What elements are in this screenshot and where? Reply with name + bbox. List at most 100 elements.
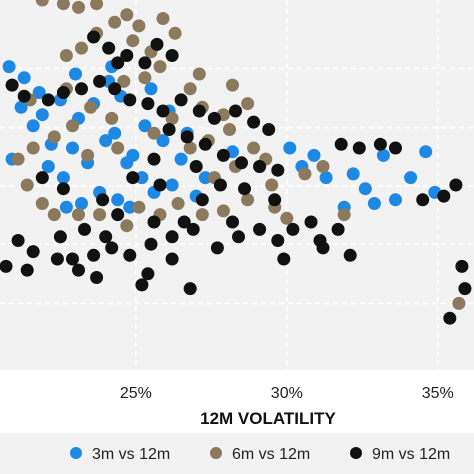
data-point-s1-51 (337, 208, 351, 222)
data-point-s1-8 (168, 26, 182, 40)
data-point-s2-9 (41, 93, 55, 107)
data-point-s1-21 (223, 123, 236, 136)
data-point-s2-39 (443, 311, 457, 325)
data-point-s1-48 (265, 178, 279, 192)
data-point-s2-85 (316, 241, 330, 255)
data-point-s2-75 (238, 182, 251, 196)
data-point-s2-29 (271, 163, 285, 177)
data-point-s1-14 (153, 60, 167, 74)
data-point-s0-36 (358, 182, 372, 196)
data-point-s2-78 (177, 215, 191, 229)
legend: 3m vs 12m 6m vs 12m 9m vs 12m (70, 446, 450, 463)
data-point-s0-47 (35, 108, 49, 122)
data-point-s2-57 (11, 234, 25, 247)
data-point-s1-10 (75, 41, 88, 55)
data-point-s1-20 (241, 97, 255, 111)
data-point-s2-46 (232, 230, 245, 244)
data-point-s1-44 (171, 197, 185, 210)
data-point-s2-41 (331, 222, 345, 236)
data-point-s2-42 (304, 215, 318, 229)
data-point-s2-79 (147, 215, 161, 229)
data-point-s2-84 (277, 252, 291, 266)
data-point-s0-0 (2, 60, 16, 74)
data-point-s2-34 (416, 193, 430, 207)
legend-marker-0 (70, 447, 82, 459)
data-point-s2-81 (53, 230, 67, 244)
data-point-s2-20 (229, 104, 242, 118)
data-point-s1-60 (226, 78, 239, 92)
data-point-s2-83 (226, 215, 239, 229)
data-point-s2-38 (458, 282, 472, 296)
data-point-s1-49 (298, 167, 312, 181)
data-point-s2-28 (253, 160, 267, 173)
data-point-s1-6 (132, 19, 146, 33)
data-point-s0-32 (389, 193, 402, 207)
data-point-s2-11 (75, 82, 88, 96)
data-point-s2-4 (165, 49, 179, 62)
data-point-s0-30 (346, 167, 360, 181)
data-point-s1-12 (126, 34, 140, 48)
data-point-s2-37 (455, 259, 469, 273)
data-point-s1-52 (452, 296, 466, 310)
data-point-s1-2 (72, 0, 85, 14)
data-point-s2-2 (120, 49, 134, 62)
data-point-s2-47 (210, 241, 224, 255)
data-point-s1-1 (56, 0, 70, 11)
data-point-s2-68 (56, 182, 70, 196)
data-point-s2-64 (141, 267, 155, 281)
data-point-s0-46 (14, 100, 28, 114)
data-point-s0-44 (66, 141, 79, 155)
data-point-s2-62 (135, 278, 149, 292)
data-point-s2-49 (165, 230, 179, 244)
data-point-s1-41 (120, 219, 134, 233)
data-point-s2-24 (180, 130, 194, 144)
data-point-s2-19 (207, 111, 221, 125)
data-point-s2-86 (343, 248, 357, 262)
data-point-s2-72 (213, 178, 227, 192)
data-point-s1-59 (192, 67, 206, 81)
data-point-s2-3 (150, 37, 164, 51)
legend-marker-1 (210, 447, 222, 459)
data-point-s2-15 (141, 97, 155, 111)
data-point-s1-45 (195, 208, 209, 222)
data-point-s1-47 (241, 193, 255, 207)
data-point-s1-53 (280, 211, 294, 225)
data-point-s2-10 (56, 86, 70, 99)
data-point-s1-24 (247, 141, 261, 155)
data-point-s2-80 (78, 222, 91, 236)
data-point-s2-55 (50, 252, 64, 266)
data-point-s1-31 (84, 100, 98, 114)
data-point-s2-56 (26, 245, 40, 259)
data-point-s0-22 (156, 134, 170, 148)
plot-background (0, 0, 474, 370)
data-point-s2-71 (189, 160, 203, 173)
x-tick-label-0: 25% (120, 385, 152, 402)
data-point-s0-40 (419, 145, 433, 159)
data-point-s2-1 (102, 41, 116, 55)
data-point-s2-8 (17, 89, 31, 103)
data-point-s1-3 (90, 0, 104, 11)
data-point-s1-32 (66, 119, 79, 133)
legend-label-0: 3m vs 12m (92, 446, 170, 463)
data-point-s0-24 (165, 178, 179, 192)
data-point-s2-32 (373, 137, 387, 151)
data-point-s2-74 (126, 171, 140, 185)
data-point-s1-46 (216, 204, 230, 218)
data-point-s2-30 (334, 137, 348, 151)
data-point-s0-12 (108, 126, 122, 140)
data-point-s2-69 (35, 171, 49, 185)
legend-label-1: 6m vs 12m (232, 446, 310, 463)
data-points (0, 0, 472, 325)
data-point-s0-1 (17, 71, 31, 85)
data-point-s2-82 (99, 230, 113, 244)
data-point-s1-34 (26, 141, 40, 155)
data-point-s1-37 (35, 197, 49, 210)
data-point-s2-44 (271, 234, 285, 247)
data-point-s2-45 (253, 222, 267, 236)
data-point-s2-51 (123, 248, 137, 262)
data-point-s0-38 (307, 148, 321, 162)
data-point-s0-2 (32, 86, 46, 99)
x-tick-labels: 25% 30% 35% (120, 385, 454, 402)
legend-label-2: 9m vs 12m (372, 446, 450, 463)
data-point-s2-60 (72, 263, 85, 277)
